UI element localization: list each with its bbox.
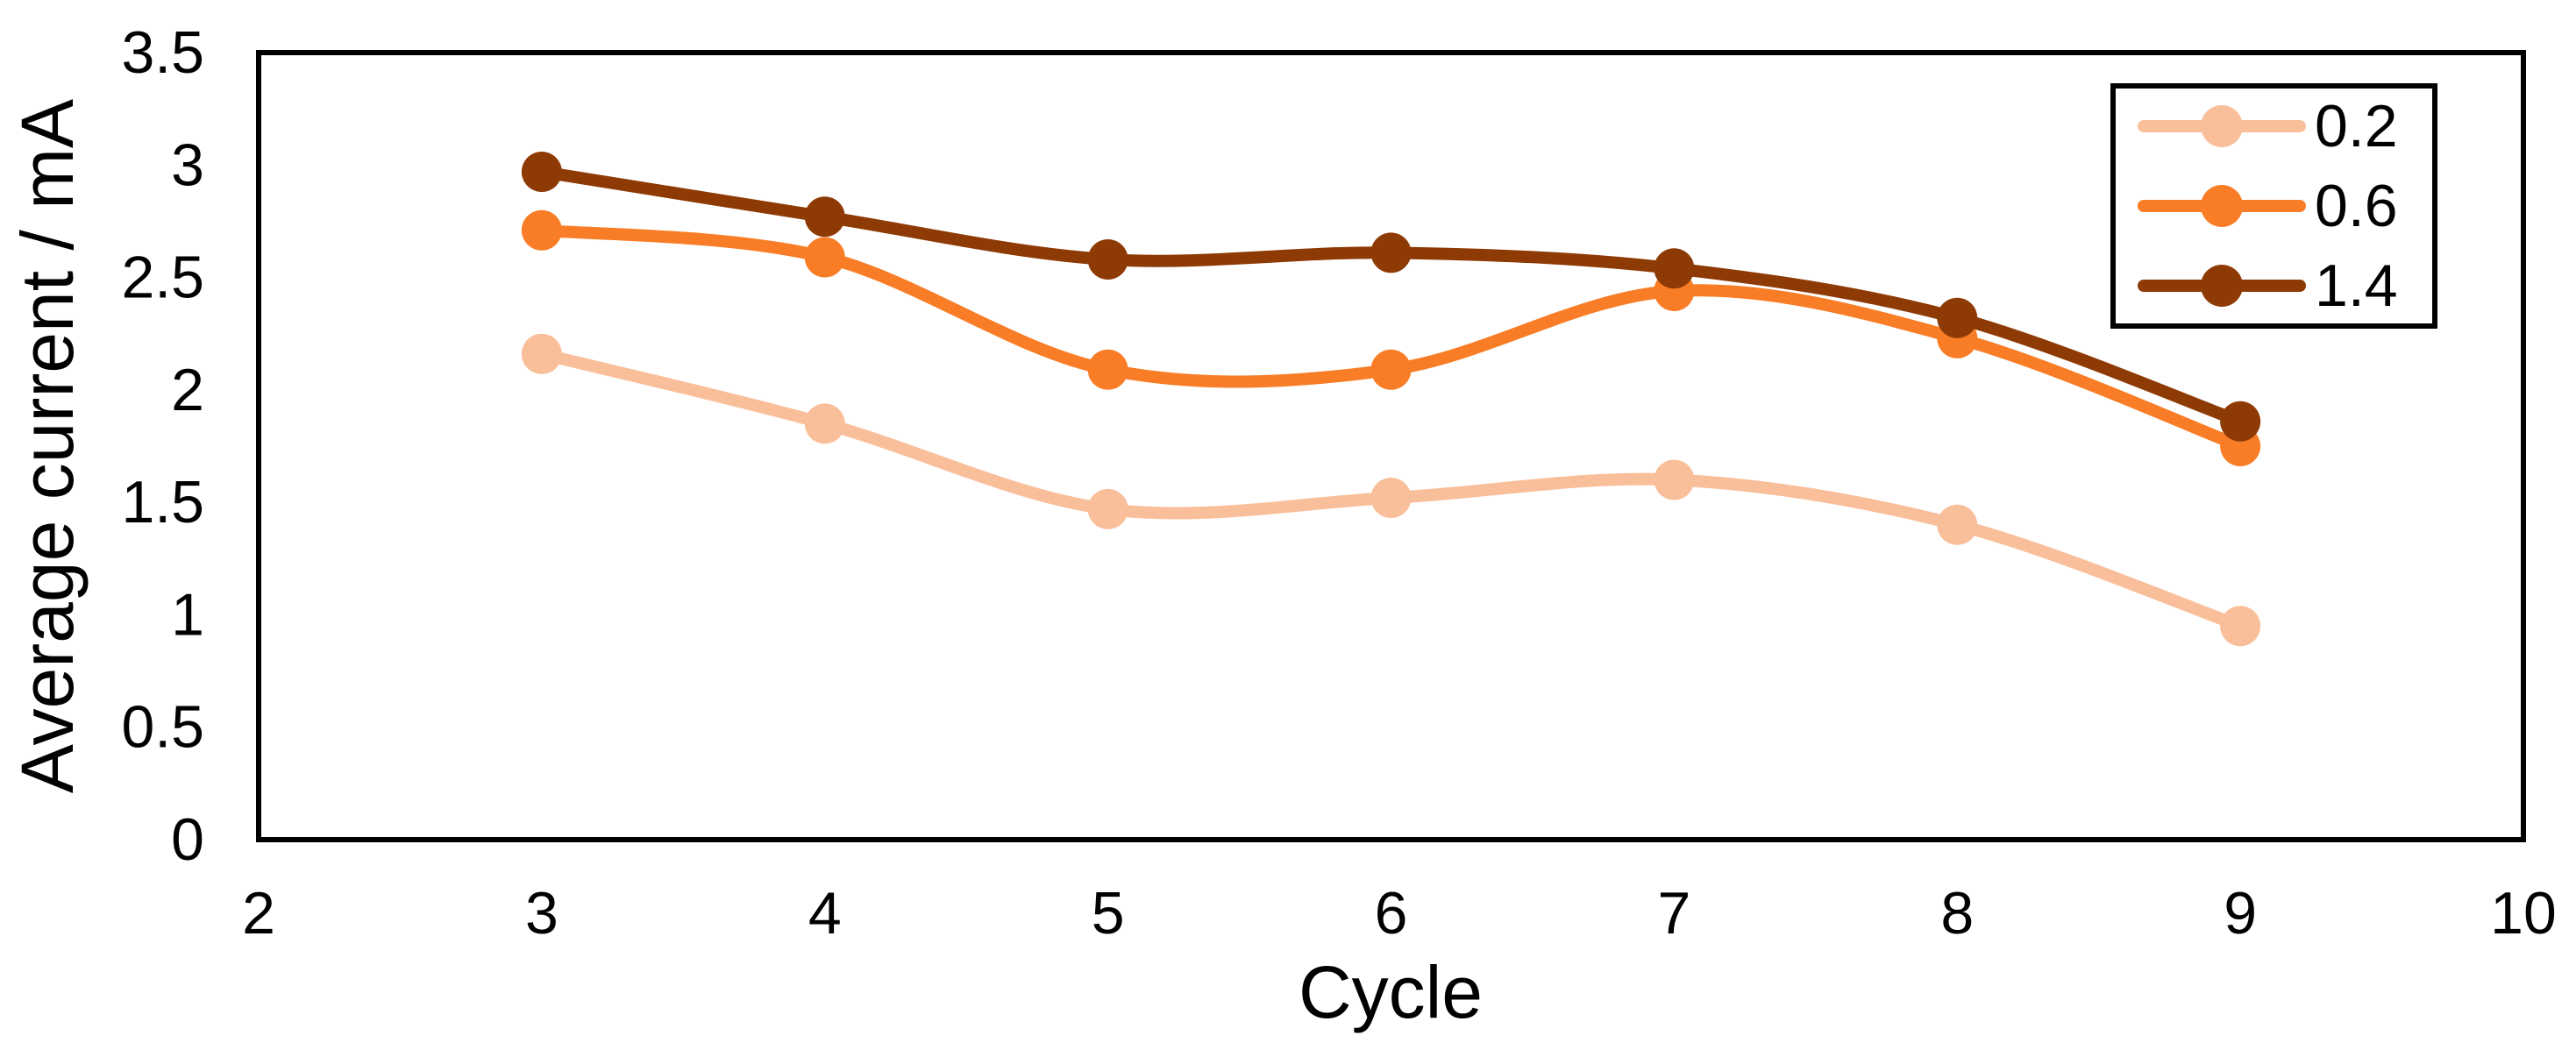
x-tick-label: 8 [1940,880,1974,947]
data-point-marker-0.2 [521,333,562,374]
data-point-marker-0.6 [521,209,562,251]
data-point-marker-0.2 [1654,459,1695,500]
data-point-marker-0.2 [1370,478,1412,519]
y-tick-label: 0 [171,806,204,873]
data-point-marker-1.4 [1937,297,1978,338]
legend-label: 0.2 [2315,93,2398,160]
y-tick-label: 2.5 [121,245,204,311]
y-tick-label: 3.5 [121,19,204,86]
data-point-marker-1.4 [1654,248,1695,289]
data-point-marker-1.4 [2220,401,2261,442]
y-tick-label: 1.5 [121,469,204,536]
data-point-marker-1.4 [804,196,845,238]
x-tick-label: 5 [1092,880,1125,947]
y-tick-label: 3 [171,131,204,198]
data-point-marker-1.4 [521,151,562,192]
y-axis-title: Average current / mA [6,99,89,793]
plot-area-border [256,50,2526,842]
data-point-marker-0.6 [804,237,845,278]
x-tick-label: 3 [525,880,559,947]
legend-marker [2201,105,2243,147]
x-tick-label: 10 [2490,880,2557,947]
y-tick-label: 2 [171,357,204,423]
x-tick-label: 7 [1657,880,1690,947]
x-tick-label: 2 [242,880,275,947]
legend-label: 1.4 [2315,252,2398,319]
data-point-marker-0.6 [1370,349,1412,390]
data-point-marker-1.4 [1370,232,1412,273]
x-tick-label: 6 [1375,880,1408,947]
data-point-marker-0.2 [1087,488,1128,529]
y-tick-label: 1 [171,581,204,648]
data-point-marker-0.2 [2220,606,2261,647]
data-point-marker-0.2 [1937,504,1978,545]
legend-label: 0.6 [2315,173,2398,239]
legend-marker [2201,265,2243,307]
data-point-marker-0.2 [804,403,845,444]
x-axis-title: Cycle [1299,951,1483,1033]
data-point-marker-0.6 [1087,349,1128,390]
data-point-marker-1.4 [1087,239,1128,280]
legend-marker [2201,185,2243,227]
x-tick-label: 9 [2224,880,2257,947]
x-tick-label: 4 [808,880,842,947]
y-tick-label: 0.5 [121,694,204,761]
